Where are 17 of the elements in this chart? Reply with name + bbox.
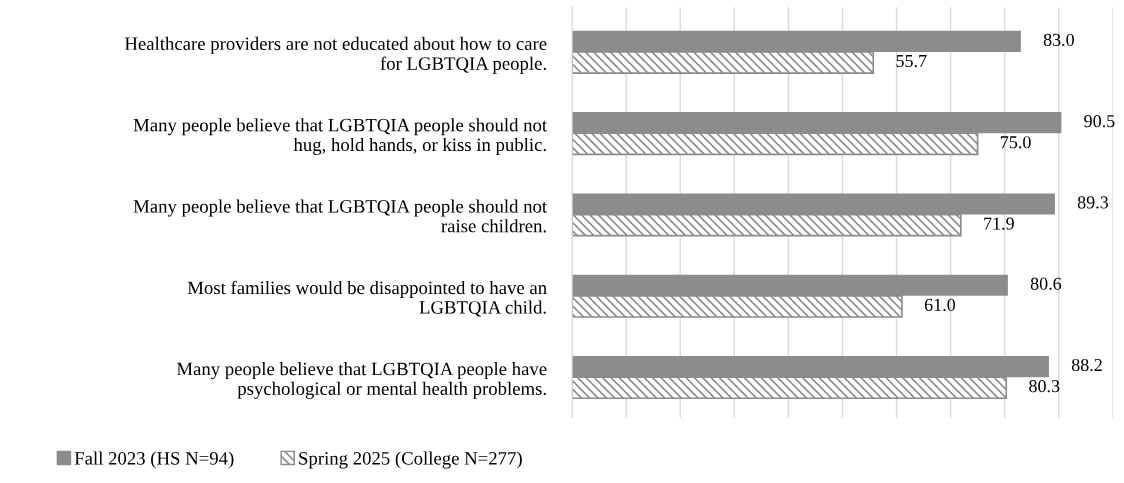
data-label: 55.7 bbox=[896, 55, 927, 68]
data-label: 80.6 bbox=[1030, 277, 1062, 290]
legend-label: Spring 2025 (College N=277) bbox=[299, 451, 522, 469]
y-tick-label: Many people believe that LGBTQIA people have psychological or mental health problems. bbox=[176, 362, 547, 399]
data-label: 90.5 bbox=[1084, 115, 1115, 128]
data-label: 88.2 bbox=[1071, 358, 1102, 372]
data-label: 75.0 bbox=[1001, 136, 1031, 149]
y-tick-label: Healthcare providers are not educated about how to care for LGBTQIA people. bbox=[124, 36, 547, 74]
data-label: 89.3 bbox=[1077, 196, 1109, 209]
data-label: 80.3 bbox=[1029, 380, 1060, 393]
data-label: 83.0 bbox=[1043, 33, 1074, 46]
data-label: 61.0 bbox=[924, 298, 956, 312]
y-tick-label: Many people believe that LGBTQIA people should not hug, hold hands, or kiss in public. bbox=[133, 118, 547, 155]
y-tick-label: Many people believe that LGBTQIA people should not raise children. bbox=[133, 199, 547, 233]
legend-label: Fall 2023 (HS N=94) bbox=[74, 451, 234, 469]
data-label: 71.9 bbox=[984, 217, 1014, 230]
y-tick-label: Most families would be disappointed to have an LGBTQIA child. bbox=[187, 280, 547, 317]
